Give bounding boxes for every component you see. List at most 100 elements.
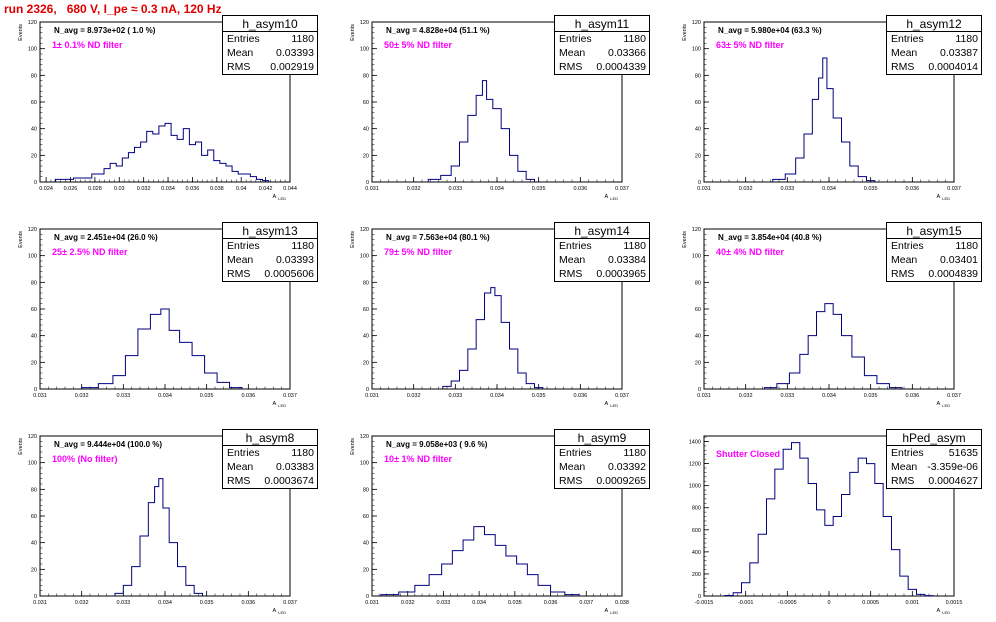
histogram-bin [92,174,104,182]
x-tick-label: 0.031 [33,393,47,399]
x-tick-label: 0.037 [579,600,593,606]
x-tick-label: 0.031 [365,393,379,399]
y-tick-label: 1000 [689,484,701,490]
histogram-bin [883,517,891,596]
histogram-bin [725,595,733,596]
x-tick-label: 0.037 [947,393,961,399]
histogram-bin [161,309,169,389]
histogram-series [114,478,203,596]
filter-label: 40± 4% ND filter [716,247,784,257]
histogram-bin [468,349,476,389]
histogram-bin [764,388,777,389]
filter-label: 25± 2.5% ND filter [52,247,128,257]
stat-value: 1180 [955,33,978,45]
y-tick-label: 800 [692,506,701,512]
histogram-bin [55,179,73,182]
histogram-bin [777,384,790,389]
histogram-bin [792,443,800,596]
x-tick-label: 0.034 [490,393,504,399]
histogram-bin [510,155,518,182]
histogram-bin [733,593,741,596]
histogram-bin [551,592,565,596]
histogram-line [763,303,903,389]
stat-key: Entries [559,447,592,459]
x-tick-label: 0.032 [137,186,151,192]
stat-key: Mean [559,47,586,59]
histogram-bin [140,536,148,596]
y-tick-label: 60 [363,100,369,106]
histogram-bin [487,99,493,182]
y-axis-label: Events [682,231,688,248]
y-tick-label: 120 [28,434,37,440]
x-tick-label: 0.037 [283,600,297,606]
navg-label: N_avg = 9.444e+04 (100.0 %) [54,440,163,449]
y-tick-label: 120 [28,20,37,26]
stat-key: RMS [891,61,915,73]
histogram-bin [441,175,451,182]
x-tick-label: 0.036 [186,186,200,192]
x-tick-label: 0.033 [116,393,130,399]
x-tick-label: 0.037 [615,393,629,399]
histogram-bin [171,135,177,182]
histogram-bin [842,494,850,596]
stat-key: Entries [891,447,924,459]
histogram-name: h_asym10 [223,16,317,32]
y-tick-label: 20 [31,360,37,366]
y-axis-label: Events [350,24,356,41]
histogram-bin [526,384,534,389]
y-tick-label: 0 [366,387,369,393]
stat-value: 0.0005606 [264,268,314,280]
histogram-series [427,80,535,182]
stat-value: 0.0004014 [928,61,978,73]
stats-row: RMS 0.0004627 [887,474,981,488]
x-tick-label: 0.031 [697,393,711,399]
histogram-bin [804,134,812,182]
histogram-bin [808,336,816,389]
stat-key: Mean [559,254,586,266]
histogram-bin [858,458,866,596]
x-tick-label: 0.032 [401,600,415,606]
stats-box: h_asym13 Entries 1180 Mean 0.03393 RMS 0.00056… [222,222,318,282]
plot-h_asym10: 0 20 40 60 80 100 120 0.024 0.026 0.028 0.03 0.032 0… [18,20,297,201]
histogram-bin [110,163,116,182]
histogram-bin [917,594,925,596]
stats-box: h_asym12 Entries 1180 Mean 0.03387 RMS 0.00040… [886,15,982,75]
histogram-series [724,442,934,597]
stat-key: Entries [227,240,260,252]
histogram-bin [485,535,496,596]
histogram-bin [428,179,441,182]
stats-box: h_asym8 Entries 1180 Mean 0.03383 RMS 0.000367… [222,429,318,489]
histogram-bin [460,142,468,182]
histogram-bin [451,381,459,389]
y-tick-label: 80 [695,280,701,286]
histogram-bin [900,576,908,596]
y-tick-label: 60 [695,100,701,106]
stat-key: Mean [559,461,586,473]
stat-value: 0.03401 [940,254,978,266]
histogram-bin [123,585,131,596]
histogram-bin [468,115,476,182]
stat-value: 0.03383 [276,461,314,473]
stat-value: 0.0004339 [596,61,646,73]
y-tick-label: 20 [363,153,369,159]
x-tick-label: -0.0005 [778,600,797,606]
navg-label: N_avg = 9.058e+03 ( 9.6 %) [386,440,488,449]
histogram-bin [476,320,484,389]
histogram-bin [443,386,451,389]
x-axis-label: A LED [937,401,951,408]
x-tick-label: 0.037 [947,186,961,192]
x-tick-label: 0.036 [544,600,558,606]
histogram-bin [775,469,783,596]
stat-key: Mean [891,254,918,266]
stat-key: RMS [559,61,583,73]
histogram-bin [451,166,459,182]
histogram-name: h_asym12 [887,16,981,32]
stat-value: 0.03366 [608,47,646,59]
y-axis-label: Events [18,438,24,455]
y-axis-label: Events [18,24,24,41]
histogram-bin [82,388,99,389]
histogram-bin [789,373,799,389]
x-tick-label: 0.031 [365,186,379,192]
histogram-line [442,287,544,389]
y-tick-label: 80 [363,487,369,493]
